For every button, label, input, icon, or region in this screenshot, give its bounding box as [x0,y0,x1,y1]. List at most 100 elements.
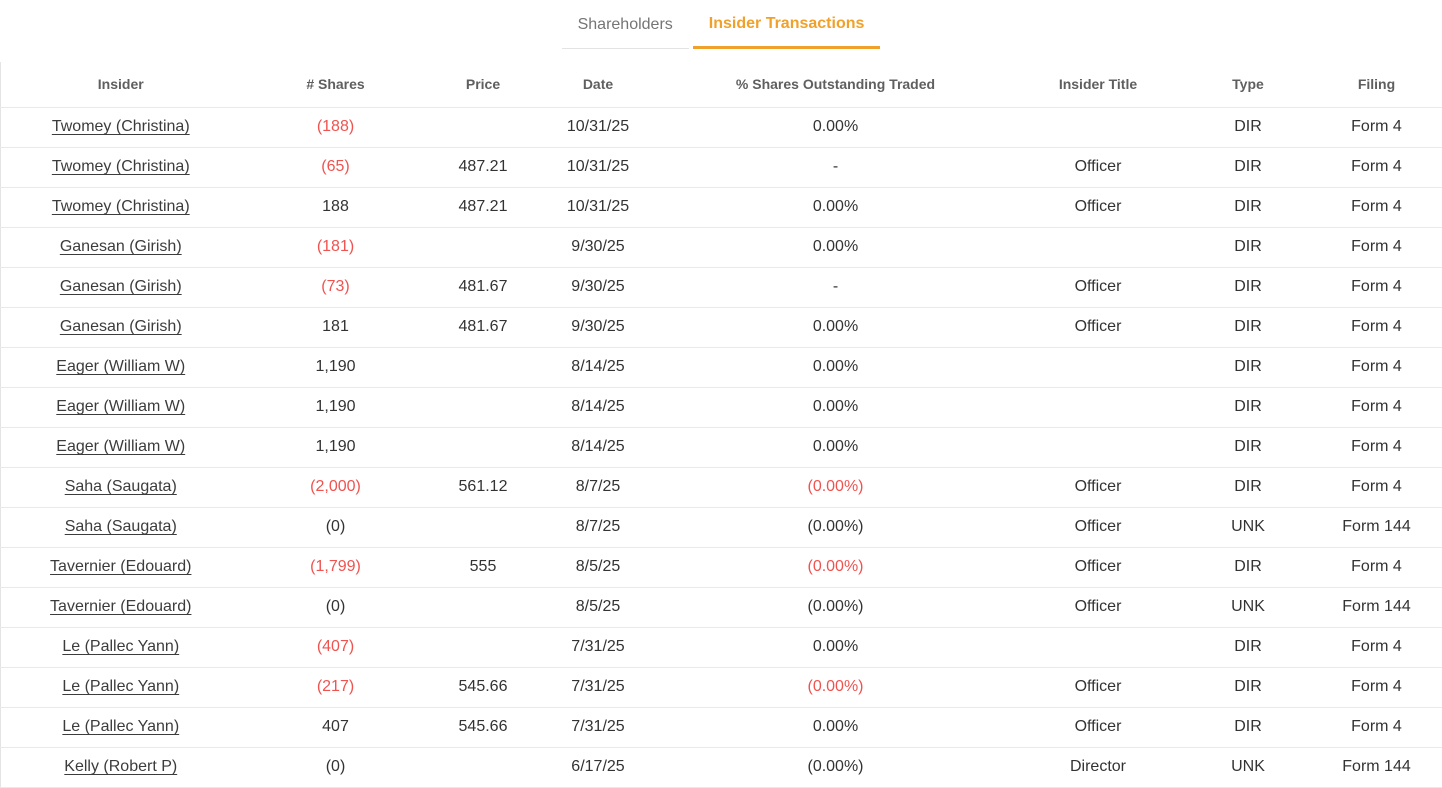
shares-cell: (181) [241,227,431,267]
pct-outstanding-cell: 0.00% [661,707,1011,747]
shares-cell: 181 [241,307,431,347]
insider-cell: Tavernier (Edouard) [1,547,241,587]
date-cell: 10/31/25 [536,107,661,147]
date-cell: 7/31/25 [536,667,661,707]
filing-cell: Form 4 [1311,547,1442,587]
type-cell: DIR [1186,667,1311,707]
type-cell: DIR [1186,547,1311,587]
pct-outstanding-cell: (0.00%) [661,507,1011,547]
insider-cell: Twomey (Christina) [1,107,241,147]
insider-cell: Tavernier (Edouard) [1,587,241,627]
date-cell: 9/30/25 [536,307,661,347]
shares-cell: (407) [241,627,431,667]
price-cell [431,587,536,627]
tab-insider-transactions[interactable]: Insider Transactions [693,0,881,49]
insider-link[interactable]: Saha (Saugata) [65,478,177,495]
shares-cell: (65) [241,147,431,187]
insider-link[interactable]: Ganesan (Girish) [60,238,182,255]
insider-link[interactable]: Tavernier (Edouard) [50,598,191,615]
pct-outstanding-cell: (0.00%) [661,547,1011,587]
filing-cell: Form 4 [1311,227,1442,267]
insider-link[interactable]: Eager (William W) [56,438,185,455]
tab-shareholders[interactable]: Shareholders [562,0,689,49]
type-cell: DIR [1186,707,1311,747]
price-cell [431,227,536,267]
date-cell: 8/5/25 [536,547,661,587]
filing-cell: Form 4 [1311,707,1442,747]
type-cell: DIR [1186,267,1311,307]
col-header-date: Date [536,62,661,107]
table-row: Saha (Saugata) (0) 8/7/25 (0.00%) Office… [1,507,1442,547]
type-cell: DIR [1186,467,1311,507]
filing-cell: Form 144 [1311,747,1442,787]
insider-title-cell: Officer [1011,307,1186,347]
insider-title-cell: Officer [1011,667,1186,707]
table-row: Le (Pallec Yann) (407) 7/31/25 0.00% DIR… [1,627,1442,667]
type-cell: DIR [1186,347,1311,387]
insider-link[interactable]: Eager (William W) [56,398,185,415]
insider-cell: Ganesan (Girish) [1,227,241,267]
insider-title-cell [1011,227,1186,267]
insider-link[interactable]: Saha (Saugata) [65,518,177,535]
type-cell: UNK [1186,507,1311,547]
type-cell: DIR [1186,307,1311,347]
price-cell: 481.67 [431,307,536,347]
insider-cell: Le (Pallec Yann) [1,707,241,747]
shares-cell: 1,190 [241,347,431,387]
date-cell: 8/14/25 [536,347,661,387]
insider-title-cell: Officer [1011,147,1186,187]
filing-cell: Form 4 [1311,267,1442,307]
insider-link[interactable]: Tavernier (Edouard) [50,558,191,575]
table-row: Ganesan (Girish) (73) 481.67 9/30/25 - O… [1,267,1442,307]
filing-cell: Form 4 [1311,107,1442,147]
insider-cell: Twomey (Christina) [1,187,241,227]
date-cell: 7/31/25 [536,707,661,747]
insider-title-cell [1011,387,1186,427]
insider-link[interactable]: Twomey (Christina) [52,158,190,175]
insider-link[interactable]: Twomey (Christina) [52,198,190,215]
insider-title-cell: Officer [1011,467,1186,507]
insider-title-cell: Officer [1011,507,1186,547]
shares-cell: 1,190 [241,387,431,427]
shares-cell: (2,000) [241,467,431,507]
price-cell: 487.21 [431,147,536,187]
insider-link[interactable]: Twomey (Christina) [52,118,190,135]
insider-title-cell [1011,347,1186,387]
insider-transactions-table: Insider # Shares Price Date % Shares Out… [0,62,1442,788]
col-header-type: Type [1186,62,1311,107]
pct-outstanding-cell: (0.00%) [661,747,1011,787]
table-row: Le (Pallec Yann) 407 545.66 7/31/25 0.00… [1,707,1442,747]
insider-link[interactable]: Le (Pallec Yann) [62,638,179,655]
filing-cell: Form 4 [1311,427,1442,467]
insider-link[interactable]: Eager (William W) [56,358,185,375]
insider-title-cell: Director [1011,747,1186,787]
insider-title-cell: Officer [1011,707,1186,747]
insider-cell: Ganesan (Girish) [1,307,241,347]
table-row: Ganesan (Girish) (181) 9/30/25 0.00% DIR… [1,227,1442,267]
insider-link[interactable]: Le (Pallec Yann) [62,718,179,735]
date-cell: 6/17/25 [536,747,661,787]
date-cell: 8/14/25 [536,387,661,427]
filing-cell: Form 4 [1311,347,1442,387]
insider-title-cell: Officer [1011,187,1186,227]
insider-link[interactable]: Kelly (Robert P) [64,758,177,775]
insider-link[interactable]: Le (Pallec Yann) [62,678,179,695]
insider-title-cell: Officer [1011,547,1186,587]
insider-link[interactable]: Ganesan (Girish) [60,318,182,335]
type-cell: DIR [1186,187,1311,227]
insider-link[interactable]: Ganesan (Girish) [60,278,182,295]
price-cell: 545.66 [431,667,536,707]
insider-cell: Eager (William W) [1,427,241,467]
price-cell: 487.21 [431,187,536,227]
table-row: Eager (William W) 1,190 8/14/25 0.00% DI… [1,347,1442,387]
col-header-shares: # Shares [241,62,431,107]
table-row: Twomey (Christina) (188) 10/31/25 0.00% … [1,107,1442,147]
col-header-pct-outstanding: % Shares Outstanding Traded [661,62,1011,107]
filing-cell: Form 4 [1311,147,1442,187]
date-cell: 8/14/25 [536,427,661,467]
price-cell: 545.66 [431,707,536,747]
date-cell: 8/7/25 [536,507,661,547]
col-header-insider-title: Insider Title [1011,62,1186,107]
table-row: Le (Pallec Yann) (217) 545.66 7/31/25 (0… [1,667,1442,707]
filing-cell: Form 4 [1311,667,1442,707]
